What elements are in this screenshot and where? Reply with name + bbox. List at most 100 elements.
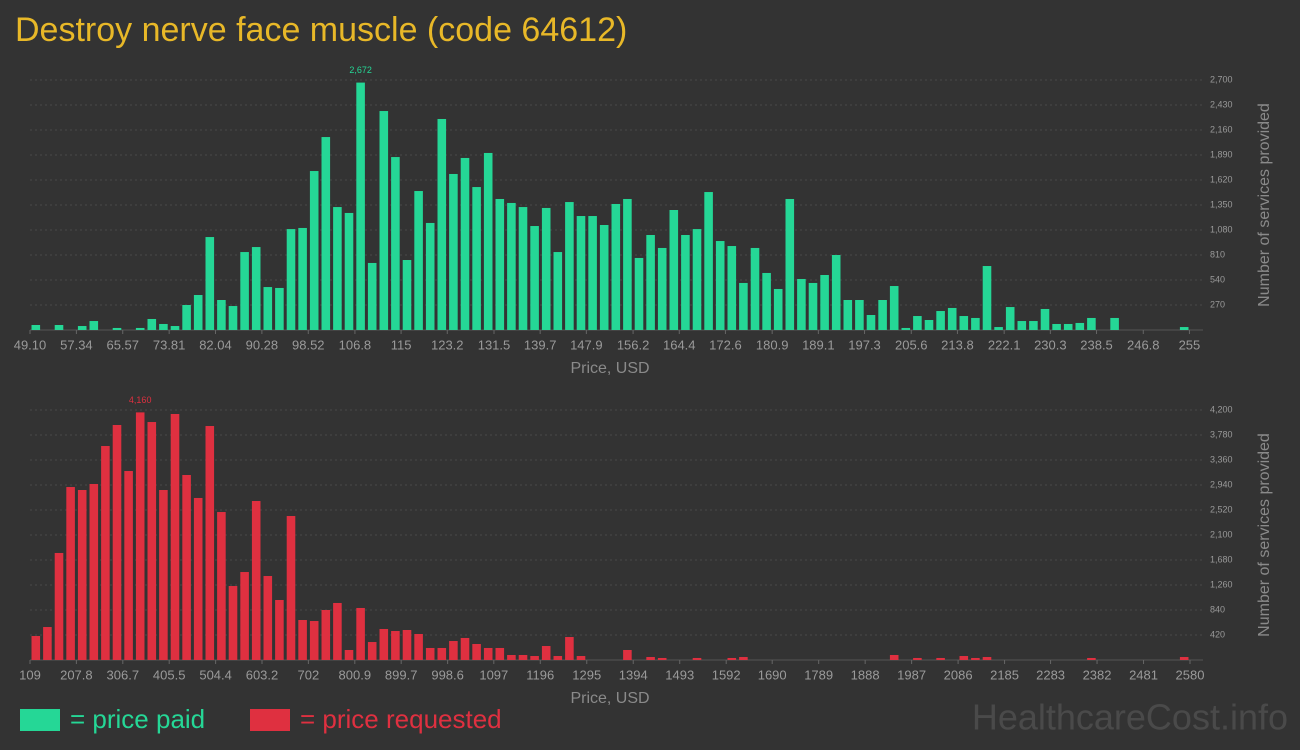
x-tick-label: 246.8: [1127, 337, 1160, 352]
bar: [391, 631, 400, 660]
bar: [425, 222, 435, 330]
bar: [1087, 657, 1096, 660]
bar: [541, 646, 551, 660]
bar: [286, 229, 296, 330]
bar: [263, 576, 273, 660]
x-tick-label: 147.9: [570, 337, 603, 352]
bar: [936, 657, 945, 660]
bar: [1110, 317, 1119, 330]
bar: [263, 287, 273, 330]
bar: [228, 586, 238, 660]
bar: [727, 246, 737, 330]
bar: [437, 647, 447, 660]
y-tick-label: 1,680: [1210, 554, 1233, 564]
x-tick-label: 2185: [990, 667, 1019, 682]
x-tick-label: 90.28: [246, 337, 279, 352]
x-tick-label: 189.1: [802, 337, 835, 352]
bar: [275, 600, 284, 660]
bar: [565, 202, 574, 330]
x-tick-label: 800.9: [339, 667, 372, 682]
bar: [344, 212, 354, 330]
bar: [646, 235, 655, 330]
bar: [437, 118, 447, 331]
bar: [681, 235, 690, 330]
bar: [530, 656, 539, 660]
bar: [565, 637, 574, 660]
x-tick-label: 139.7: [524, 337, 557, 352]
bar: [576, 216, 586, 330]
x-tick-label: 405.5: [153, 667, 186, 682]
y-tick-label: 2,100: [1210, 529, 1233, 539]
legend-swatch: [20, 709, 60, 731]
bar: [391, 157, 400, 330]
y-axis-label: Number of services provided: [1256, 433, 1273, 637]
bar: [669, 210, 679, 330]
bar: [309, 171, 319, 330]
bar: [217, 300, 226, 330]
x-tick-label: 156.2: [617, 337, 650, 352]
bar: [89, 321, 99, 330]
bar: [483, 647, 493, 660]
x-tick-label: 73.81: [153, 337, 186, 352]
bar: [251, 501, 261, 660]
bar: [101, 446, 110, 660]
bar: [170, 413, 180, 660]
bar: [959, 656, 969, 660]
y-tick-label: 270: [1210, 299, 1225, 309]
bar: [495, 647, 505, 660]
bar: [692, 657, 702, 660]
bar: [1029, 321, 1038, 330]
bar: [831, 255, 841, 330]
x-tick-label: 1196: [526, 667, 554, 682]
y-tick-label: 4,200: [1210, 404, 1233, 414]
bar: [135, 412, 145, 660]
x-tick-label: 1295: [572, 667, 601, 682]
bar: [275, 287, 284, 330]
bar: [495, 198, 505, 330]
x-tick-label: 238.5: [1080, 337, 1113, 352]
bar: [89, 483, 99, 660]
bar: [321, 610, 331, 660]
y-tick-label: 1,620: [1210, 174, 1233, 184]
x-tick-label: 1789: [804, 667, 833, 682]
bar: [414, 191, 423, 330]
value-label: 2,672: [349, 65, 372, 75]
y-tick-label: 2,520: [1210, 504, 1233, 514]
x-tick-label: 230.3: [1034, 337, 1067, 352]
bar: [959, 316, 969, 330]
bar: [866, 315, 876, 330]
bar: [356, 82, 365, 330]
bar: [298, 227, 307, 330]
x-tick-label: 1493: [665, 667, 694, 682]
x-tick-label: 205.6: [895, 337, 928, 352]
bar: [843, 300, 853, 330]
bar: [611, 203, 621, 330]
legend-label: = price paid: [70, 704, 205, 734]
x-axis-label: Price, USD: [570, 690, 649, 707]
bar: [1040, 308, 1050, 330]
bar: [762, 272, 771, 330]
bar: [367, 262, 377, 330]
x-tick-label: 998.6: [431, 667, 464, 682]
bar: [449, 641, 458, 660]
bar: [541, 207, 551, 330]
bar: [460, 637, 470, 660]
bar: [704, 192, 713, 330]
y-tick-label: 3,360: [1210, 454, 1233, 464]
bar: [553, 252, 563, 330]
x-tick-label: 109: [19, 667, 41, 682]
bar: [240, 252, 249, 330]
bar: [460, 157, 470, 330]
bar: [855, 300, 864, 330]
bar: [947, 307, 957, 330]
x-tick-label: 197.3: [848, 337, 881, 352]
x-tick-label: 1592: [712, 667, 741, 682]
bar: [425, 647, 435, 660]
bar: [634, 257, 644, 330]
bar: [623, 198, 632, 330]
bar: [333, 207, 342, 330]
bar: [727, 657, 737, 660]
bar: [1017, 321, 1027, 330]
x-tick-label: 1097: [479, 667, 508, 682]
bar: [298, 620, 307, 660]
